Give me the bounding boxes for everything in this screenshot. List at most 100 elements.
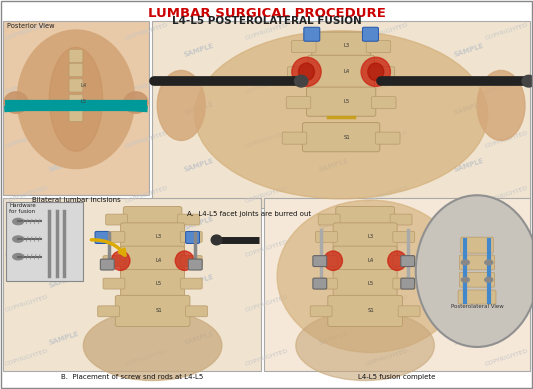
Text: COPYRIGHTED: COPYRIGHTED [364, 131, 409, 149]
Text: SAMPLE: SAMPLE [453, 158, 485, 173]
FancyBboxPatch shape [120, 223, 184, 250]
FancyBboxPatch shape [98, 306, 119, 317]
Text: L5: L5 [155, 281, 161, 286]
FancyBboxPatch shape [333, 270, 397, 297]
Text: COPYRIGHTED: COPYRIGHTED [124, 131, 169, 149]
Text: SAMPLE: SAMPLE [183, 100, 215, 116]
FancyBboxPatch shape [390, 214, 412, 225]
Text: COPYRIGHTED: COPYRIGHTED [364, 240, 409, 258]
Text: COPYRIGHTED: COPYRIGHTED [244, 240, 289, 258]
FancyBboxPatch shape [264, 198, 530, 371]
FancyBboxPatch shape [461, 237, 494, 253]
Ellipse shape [296, 310, 434, 380]
FancyBboxPatch shape [69, 63, 83, 77]
Text: LUMBAR SURGICAL PROCEDURE: LUMBAR SURGICAL PROCEDURE [148, 7, 385, 20]
Text: COPYRIGHTED: COPYRIGHTED [4, 240, 49, 258]
Text: COPYRIGHTED: COPYRIGHTED [4, 22, 49, 40]
FancyBboxPatch shape [310, 306, 332, 317]
Ellipse shape [18, 30, 134, 168]
FancyBboxPatch shape [313, 278, 327, 289]
FancyBboxPatch shape [188, 259, 202, 270]
Ellipse shape [462, 260, 470, 265]
FancyBboxPatch shape [103, 231, 125, 242]
Ellipse shape [485, 277, 493, 282]
FancyBboxPatch shape [180, 278, 202, 289]
Text: S1: S1 [344, 135, 351, 140]
Text: SAMPLE: SAMPLE [453, 273, 485, 289]
Text: L4: L4 [368, 258, 374, 263]
FancyBboxPatch shape [6, 202, 83, 282]
FancyBboxPatch shape [318, 214, 340, 225]
Ellipse shape [462, 277, 470, 282]
Text: COPYRIGHTED: COPYRIGHTED [4, 349, 49, 367]
FancyBboxPatch shape [401, 256, 415, 266]
Text: L3: L3 [344, 43, 350, 48]
FancyBboxPatch shape [69, 108, 83, 121]
FancyBboxPatch shape [69, 49, 83, 63]
Ellipse shape [50, 47, 103, 151]
Text: A.  L4-L5 facet joints are burred out: A. L4-L5 facet joints are burred out [187, 211, 311, 217]
Text: SAMPLE: SAMPLE [318, 331, 350, 346]
FancyBboxPatch shape [393, 256, 415, 266]
FancyBboxPatch shape [401, 278, 415, 289]
Text: B.  Placement of screw snd rods at L4-L5: B. Placement of screw snd rods at L4-L5 [61, 374, 203, 380]
Text: L5: L5 [344, 99, 350, 104]
FancyBboxPatch shape [95, 231, 109, 244]
Text: L4: L4 [80, 83, 86, 88]
FancyBboxPatch shape [312, 32, 370, 59]
Text: COPYRIGHTED: COPYRIGHTED [484, 76, 529, 95]
Text: COPYRIGHTED: COPYRIGHTED [364, 185, 409, 204]
FancyBboxPatch shape [69, 79, 83, 92]
Text: S1: S1 [155, 308, 162, 314]
Text: COPYRIGHTED: COPYRIGHTED [484, 131, 529, 149]
FancyBboxPatch shape [292, 40, 316, 53]
Text: COPYRIGHTED: COPYRIGHTED [124, 22, 169, 40]
Text: SAMPLE: SAMPLE [48, 158, 80, 173]
FancyBboxPatch shape [316, 231, 337, 242]
FancyBboxPatch shape [316, 278, 337, 289]
FancyBboxPatch shape [336, 207, 394, 232]
Text: COPYRIGHTED: COPYRIGHTED [484, 294, 529, 313]
FancyBboxPatch shape [185, 306, 207, 317]
Text: SAMPLE: SAMPLE [48, 100, 80, 116]
Text: SAMPLE: SAMPLE [453, 43, 485, 58]
FancyBboxPatch shape [393, 231, 415, 242]
Ellipse shape [157, 70, 205, 140]
FancyBboxPatch shape [333, 223, 397, 250]
Text: Bilateral lumbar incisions: Bilateral lumbar incisions [32, 197, 120, 203]
Text: COPYRIGHTED: COPYRIGHTED [244, 185, 289, 204]
FancyBboxPatch shape [375, 132, 400, 144]
FancyBboxPatch shape [398, 306, 420, 317]
Ellipse shape [294, 75, 308, 87]
Ellipse shape [175, 251, 194, 270]
Text: SAMPLE: SAMPLE [318, 43, 350, 58]
Text: L5: L5 [368, 281, 374, 286]
Text: SAMPLE: SAMPLE [48, 273, 80, 289]
Text: COPYRIGHTED: COPYRIGHTED [364, 76, 409, 95]
FancyBboxPatch shape [333, 246, 397, 275]
Ellipse shape [522, 75, 533, 87]
FancyBboxPatch shape [372, 96, 396, 109]
FancyBboxPatch shape [177, 214, 199, 225]
Ellipse shape [13, 254, 23, 260]
Text: COPYRIGHTED: COPYRIGHTED [4, 76, 49, 95]
Text: SAMPLE: SAMPLE [318, 158, 350, 173]
FancyBboxPatch shape [458, 290, 496, 304]
FancyBboxPatch shape [316, 256, 337, 266]
FancyBboxPatch shape [288, 67, 312, 79]
Text: SAMPLE: SAMPLE [183, 216, 215, 231]
Ellipse shape [485, 260, 493, 265]
Text: SAMPLE: SAMPLE [183, 43, 215, 58]
FancyBboxPatch shape [393, 278, 415, 289]
Text: SAMPLE: SAMPLE [183, 331, 215, 346]
Text: SAMPLE: SAMPLE [48, 331, 80, 346]
FancyBboxPatch shape [103, 256, 125, 266]
Text: SAMPLE: SAMPLE [318, 100, 350, 116]
Text: COPYRIGHTED: COPYRIGHTED [484, 22, 529, 40]
Text: S1: S1 [368, 308, 375, 314]
FancyBboxPatch shape [120, 246, 184, 275]
Text: COPYRIGHTED: COPYRIGHTED [244, 76, 289, 95]
Text: COPYRIGHTED: COPYRIGHTED [364, 22, 409, 40]
Ellipse shape [361, 57, 391, 86]
Text: L4: L4 [155, 258, 161, 263]
